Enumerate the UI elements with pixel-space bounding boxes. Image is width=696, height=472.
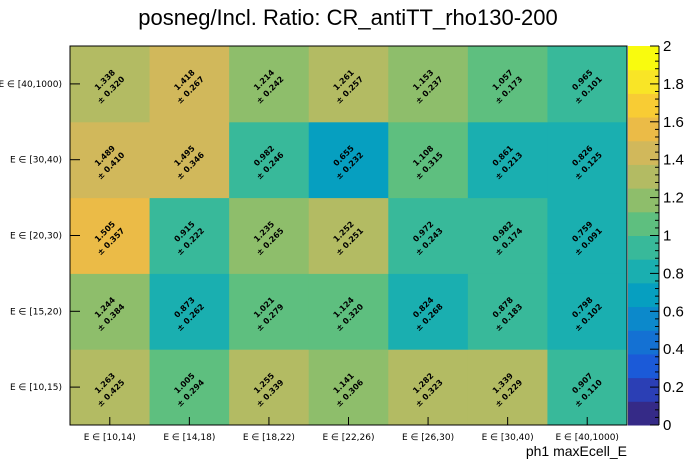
heatmap-cell <box>467 349 548 426</box>
x-tick-label: E ∈ [10,14) <box>84 433 136 443</box>
y-tick-label: E ∈ [15,20) <box>10 307 62 317</box>
x-tick-label: E ∈ [14,18) <box>163 433 215 443</box>
color-scale-band <box>628 188 659 213</box>
heatmap-cell <box>467 46 548 123</box>
heatmap-cell <box>229 121 310 199</box>
heatmap-cell <box>388 273 469 350</box>
heatmap-cell <box>70 46 151 123</box>
heatmap-cell <box>149 197 230 274</box>
heatmap-cell <box>229 273 310 350</box>
color-scale-label: 1.6 <box>663 114 684 131</box>
heatmap-cell <box>467 197 548 274</box>
heatmap-cell <box>547 197 628 274</box>
heatmap-cell <box>388 197 469 274</box>
heatmap-cell <box>229 349 310 426</box>
color-scale-band <box>628 401 659 426</box>
heatmap-cell <box>70 349 151 426</box>
x-tick-label: E ∈ [18,22) <box>243 433 295 443</box>
color-scale-band <box>628 259 659 284</box>
color-scale-label: 0.2 <box>663 379 684 396</box>
color-scale-label: 0.6 <box>663 303 684 320</box>
heatmap-cell <box>308 46 389 123</box>
heatmap-cell <box>149 273 230 350</box>
heatmap-cell <box>388 46 469 123</box>
color-scale-label: 1.2 <box>663 190 684 207</box>
color-scale-band <box>628 235 659 260</box>
color-scale-label: 0.4 <box>663 341 684 358</box>
heatmap-cell <box>229 197 310 274</box>
y-tick-label: E ∈ [10,15) <box>10 383 62 393</box>
heatmap-cell <box>467 273 548 350</box>
heatmap-cell <box>149 46 230 123</box>
y-tick-label: E ∈ [30,40) <box>10 156 62 166</box>
heatmap-cell <box>308 197 389 274</box>
color-scale-label: 1 <box>663 228 671 245</box>
color-scale-label: 0.8 <box>663 265 684 282</box>
heatmap-cell <box>308 121 389 199</box>
y-tick-label: E ∈ [20,30) <box>10 232 62 242</box>
heatmap-cell <box>149 121 230 199</box>
chart-title: posneg/Incl. Ratio: CR_antiTT_rho130-200 <box>138 5 557 30</box>
heatmap-cell <box>467 121 548 199</box>
color-scale: 0 0.2 0.4 0.6 0.8 1 1.2 1.4 1.6 1.8 2 <box>628 38 684 434</box>
color-scale-band <box>628 140 659 165</box>
heatmap-cell <box>308 349 389 426</box>
x-axis: E ∈ [10,14) E ∈ [14,18) E ∈ [18,22) E ∈ [22… <box>84 417 619 443</box>
heatmap-cell <box>229 46 310 123</box>
color-scale-band <box>628 282 659 308</box>
color-scale-label: 1.4 <box>663 152 684 169</box>
y-axis: E ∈ [10,15) E ∈ [15,20) E ∈ [20,30) E ∈ [30… <box>0 80 80 393</box>
color-scale-label: 2 <box>663 38 671 55</box>
heatmap-cell <box>547 121 628 199</box>
color-scale-band <box>628 93 659 118</box>
y-tick-label: E ∈ [40,1000) <box>0 80 62 90</box>
x-tick-label: E ∈ [22,26) <box>322 433 374 443</box>
color-scale-label: 1.8 <box>663 76 684 93</box>
color-scale-band <box>628 211 659 236</box>
heatmap-cell <box>388 349 469 426</box>
heatmap-cell <box>149 349 230 426</box>
heatmap-cell <box>70 273 151 350</box>
color-scale-band <box>628 353 659 379</box>
color-scale-band <box>628 117 659 142</box>
color-scale-band <box>628 46 659 71</box>
heatmap-cell <box>308 273 389 350</box>
x-tick-label: E ∈ [26,30) <box>402 433 454 443</box>
heatmap-cell <box>70 197 151 274</box>
color-scale-label: 0 <box>663 417 671 434</box>
color-scale-band <box>628 69 659 94</box>
heatmap-cell <box>388 121 469 199</box>
color-scale-band <box>628 330 659 355</box>
x-axis-title: ph1 maxEcell_E <box>526 443 627 459</box>
heatmap-cell <box>547 46 628 123</box>
heatmap-cell <box>70 121 151 199</box>
color-scale-band <box>628 306 659 331</box>
heatmap-cell <box>547 349 628 426</box>
x-tick-label: E ∈ [40,1000) <box>555 433 619 443</box>
x-tick-label: E ∈ [30,40) <box>482 433 534 443</box>
heatmap-cells: 1.263± 0.425 1.005± 0.294 1.255± 0.339 1.14… <box>70 46 628 426</box>
heatmap-cell <box>547 273 628 350</box>
color-scale-band <box>628 164 659 189</box>
color-scale-band <box>628 377 659 402</box>
